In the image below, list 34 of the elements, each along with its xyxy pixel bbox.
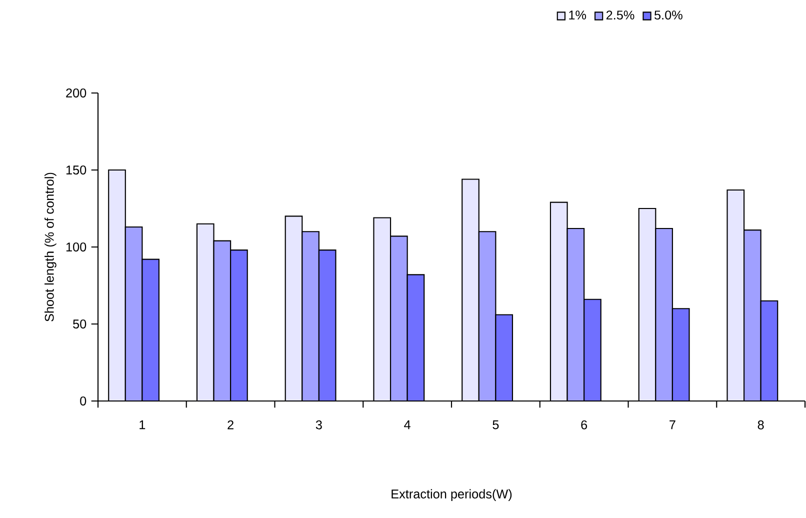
y-tick-label: 0 [80, 396, 86, 406]
bar [462, 179, 479, 401]
legend-label: 1% [569, 10, 586, 20]
y-tick-label: 100 [66, 242, 86, 252]
y-tick-label: 150 [66, 166, 86, 174]
bar [726, 189, 745, 401]
x-axis-title: Extraction periods(W) [392, 489, 512, 501]
bar [230, 250, 248, 401]
bar [374, 218, 391, 401]
bar [142, 259, 159, 401]
x-tick-label: 7 [670, 420, 676, 430]
x-tick-label: 5 [492, 420, 499, 430]
legend-label: 2.5% [606, 10, 634, 20]
x-tick-label: 2 [228, 420, 234, 430]
legend-label: 5.0% [654, 10, 682, 20]
bar [550, 202, 568, 401]
x-tick-label: 4 [404, 420, 410, 430]
bar [760, 300, 778, 401]
bar [318, 250, 336, 401]
bar [407, 274, 424, 401]
x-tick-label: 8 [758, 420, 764, 430]
y-axis-title: Shoot length (% of control) [44, 172, 56, 322]
bar [285, 216, 302, 401]
bar [108, 170, 126, 401]
bar [638, 208, 656, 401]
x-tick-label: 1 [140, 420, 146, 430]
y-tick-label: 50 [73, 320, 86, 328]
bar [196, 224, 214, 401]
bar [584, 299, 601, 401]
x-tick-label: 3 [316, 420, 322, 430]
y-tick-label: 200 [66, 88, 86, 98]
bar [672, 308, 690, 401]
bar [496, 314, 512, 401]
x-tick-label: 6 [581, 420, 588, 430]
